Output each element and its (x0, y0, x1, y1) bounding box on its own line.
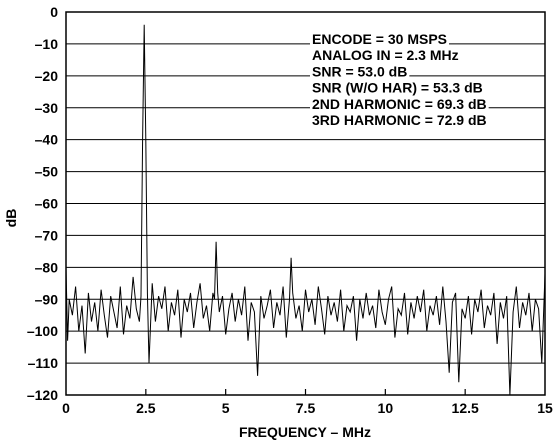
y-tick-label: –80 (35, 259, 59, 275)
y-tick-label: –70 (35, 227, 59, 243)
y-tick-label: –110 (28, 355, 59, 371)
annotation-line: SNR = 53.0 dB (312, 63, 407, 79)
y-tick-label: –40 (35, 132, 59, 148)
annotation-bg (310, 32, 449, 47)
y-tick-label: –10 (35, 36, 59, 52)
plot-frame (65, 11, 546, 396)
annotation-line: 3RD HARMONIC = 72.9 dB (312, 112, 487, 128)
x-tick-label: 7.5 (296, 400, 316, 416)
x-tick-label: 5 (222, 400, 230, 416)
y-tick-label: –30 (35, 100, 59, 116)
annotation-line: 2ND HARMONIC = 69.3 dB (312, 96, 487, 112)
annotation-bg (310, 113, 489, 128)
y-tick-label: –100 (27, 323, 58, 339)
y-tick-label: –50 (35, 164, 59, 180)
annotation-line: ANALOG IN = 2.3 MHz (312, 47, 459, 63)
y-axis-ticks: 0 –10 –20 –30 –40 –50 –60 –70 –80 –90 –100 –110 –120 (27, 4, 58, 403)
annotation-background (310, 32, 489, 128)
annotation-bg (310, 96, 489, 112)
x-axis-title: FREQUENCY – MHz (239, 424, 371, 440)
annotation-line: SNR (W/O HAR) = 53.3 dB (312, 80, 483, 96)
series-line (65, 24, 546, 396)
x-tick-label: 0 (62, 400, 70, 416)
x-tick-label: 10 (378, 400, 394, 416)
y-tick-label: –20 (35, 68, 59, 84)
x-tick-label: 12.5 (452, 400, 479, 416)
y-tick-label: –90 (35, 291, 59, 307)
annotation-bg (310, 80, 485, 96)
y-tick-label: –120 (27, 387, 58, 403)
annotation-line: ENCODE = 30 MSPS (312, 31, 447, 47)
x-tick-label: 2.5 (136, 400, 156, 416)
series-group (65, 24, 546, 396)
y-tick-label: 0 (50, 4, 58, 20)
annotation-bg (310, 48, 461, 64)
x-axis-ticks: 0 2.5 5 7.5 10 12.5 15 (62, 389, 553, 416)
y-axis-title: dB (3, 209, 19, 228)
y-tick-label: –60 (35, 196, 59, 212)
annotation-bg (310, 64, 410, 80)
x-tick-label: 15 (537, 400, 553, 416)
